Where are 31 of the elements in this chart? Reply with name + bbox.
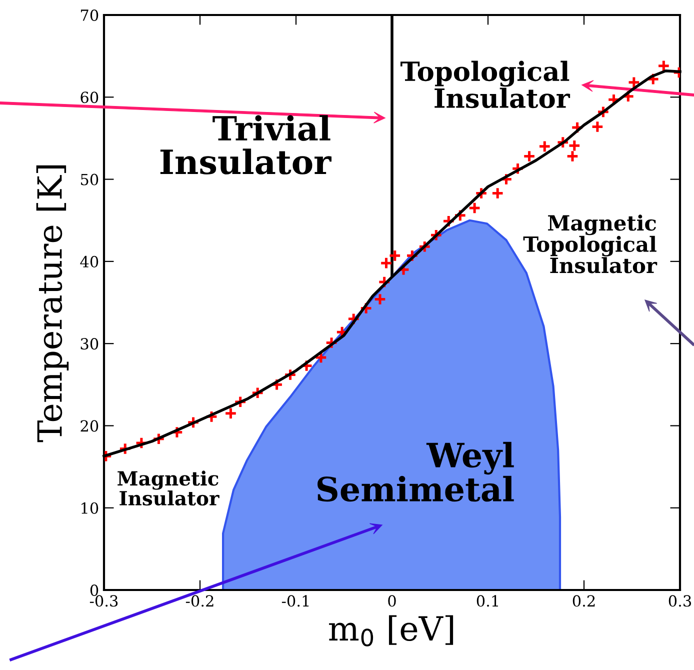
- x-tick-label: 0.1: [476, 595, 498, 607]
- y-tick-label: 60: [80, 92, 98, 104]
- x-tick-label: -0.1: [282, 595, 309, 607]
- y-tick-label: 30: [80, 338, 98, 350]
- annotation: Magnetic Insulator: [118, 470, 220, 506]
- annotation: Weyl Semimetal: [318, 442, 514, 502]
- y-tick-label: 70: [80, 9, 98, 22]
- point: [468, 202, 481, 214]
- x-axis-title: m$_{0}$ [eV]: [329, 615, 454, 646]
- point: [538, 140, 552, 153]
- point: [566, 150, 579, 163]
- y-tick-label: 0: [90, 584, 98, 596]
- x-tick-label: 0: [388, 595, 396, 607]
- y-tick-label: 10: [82, 502, 98, 514]
- annotation: Magnetic Topological Insulator: [523, 214, 658, 274]
- point: [374, 292, 386, 306]
- annotation: Trivial Insulator: [160, 115, 332, 174]
- annotation: Topological Insulator: [400, 60, 570, 108]
- point: [591, 120, 604, 134]
- x-tick-label: 0.2: [572, 595, 595, 607]
- y-tick-label: 40: [80, 256, 98, 268]
- y-tick-label: 20: [80, 420, 98, 432]
- x-tick-label: -0.2: [186, 595, 214, 607]
- x-tick-label: -0.3: [90, 595, 118, 607]
- point: [568, 139, 581, 152]
- point: [522, 150, 536, 163]
- y-axis-title: Temperature [K]: [36, 165, 69, 442]
- point: [491, 186, 504, 200]
- y-tick-label: 50: [80, 174, 98, 186]
- point: [224, 406, 238, 420]
- x-tick-label: 0.3: [668, 595, 692, 607]
